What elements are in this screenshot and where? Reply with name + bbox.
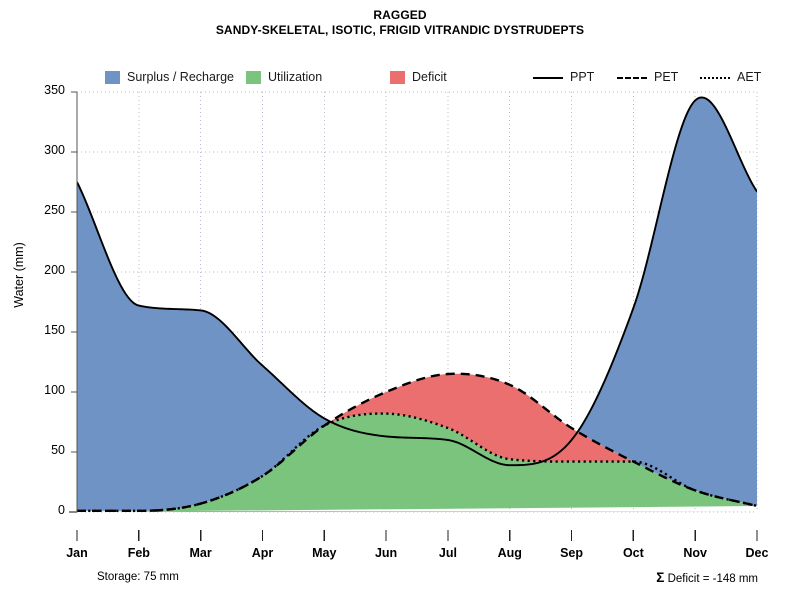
storage-annotation: Storage: 75 mm bbox=[97, 571, 179, 583]
x-tick-label-feb: Feb bbox=[127, 546, 150, 560]
x-tick-label-jul: Jul bbox=[438, 546, 457, 560]
legend-item-utilization[interactable]: Utilization bbox=[246, 68, 322, 86]
chart-subtitle: SANDY-SKELETAL, ISOTIC, FRIGID VITRANDIC… bbox=[215, 23, 585, 37]
legend-line-dash-icon bbox=[617, 71, 647, 84]
x-tick-label-dec: Dec bbox=[745, 546, 769, 560]
legend-item-surplus-recharge[interactable]: Surplus / Recharge bbox=[105, 68, 234, 86]
legend-item-label: PET bbox=[654, 70, 679, 84]
deficit-total-text: Deficit = -148 mm bbox=[664, 573, 758, 585]
y-tick-label: 50 bbox=[51, 443, 65, 457]
legend-item-label: Surplus / Recharge bbox=[127, 70, 235, 84]
x-tick-label-oct: Oct bbox=[622, 546, 644, 560]
y-tick-label: 200 bbox=[44, 263, 65, 277]
legend-line-dot-icon bbox=[700, 71, 730, 84]
legend-item-label: Deficit bbox=[412, 70, 447, 84]
y-tick-label: 250 bbox=[44, 203, 65, 217]
chart-title-block: RAGGED SANDY-SKELETAL, ISOTIC, FRIGID VI… bbox=[0, 8, 800, 38]
legend-item-ppt[interactable]: PPT bbox=[533, 68, 594, 86]
y-tick-label: 0 bbox=[58, 503, 65, 517]
legend-item-pet[interactable]: PET bbox=[617, 68, 678, 86]
y-tick-label: 300 bbox=[44, 143, 65, 157]
legend-swatch-icon bbox=[390, 70, 405, 84]
y-tick-label: 350 bbox=[44, 83, 65, 97]
x-tick-label-jun: Jun bbox=[374, 546, 398, 560]
x-tick-label-nov: Nov bbox=[683, 546, 707, 560]
chart-legend: Surplus / Recharge Utilization Deficit PPT P… bbox=[0, 68, 800, 86]
series-lines bbox=[77, 96, 757, 512]
axis-lines bbox=[69, 91, 758, 541]
legend-item-deficit[interactable]: Deficit bbox=[390, 68, 447, 86]
x-tick-label-sep: Sep bbox=[560, 546, 583, 560]
sigma-symbol: Σ bbox=[656, 570, 665, 585]
legend-item-aet[interactable]: AET bbox=[700, 68, 761, 86]
legend-swatch-icon bbox=[105, 70, 120, 84]
chart-title: RAGGED bbox=[373, 8, 427, 22]
legend-item-label: PPT bbox=[570, 70, 595, 84]
y-tick-label: 100 bbox=[44, 383, 65, 397]
legend-item-label: Utilization bbox=[268, 70, 323, 84]
legend-item-label: AET bbox=[737, 70, 762, 84]
x-tick-label-may: May bbox=[312, 546, 337, 560]
x-tick-label-aug: Aug bbox=[497, 546, 522, 560]
deficit-annotation: Σ Deficit = -148 mm bbox=[656, 570, 758, 585]
y-tick-label: 150 bbox=[44, 323, 65, 337]
band-areas bbox=[77, 97, 757, 512]
x-tick-label-jan: Jan bbox=[66, 546, 88, 560]
legend-line-solid-icon bbox=[533, 71, 563, 84]
legend-swatch-icon bbox=[246, 70, 261, 84]
x-tick-label-mar: Mar bbox=[189, 546, 212, 560]
x-tick-label-apr: Apr bbox=[251, 546, 274, 560]
